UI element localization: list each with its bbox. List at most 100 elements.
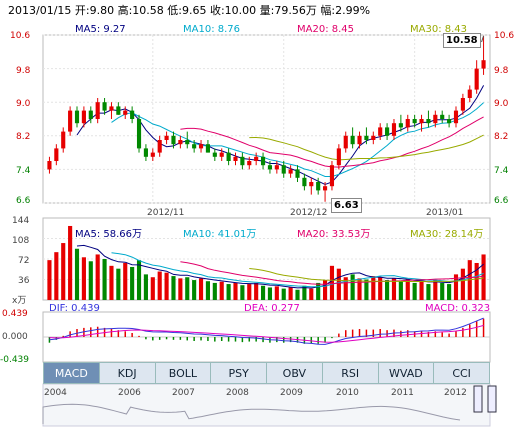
candle-body	[336, 148, 341, 166]
candle-body	[378, 127, 383, 136]
timeline-year: 2010	[336, 388, 359, 398]
volume-bar	[74, 248, 80, 300]
volume-bar	[226, 284, 231, 300]
dif-line	[49, 317, 484, 345]
volume-bar	[385, 280, 390, 300]
volume-bar	[274, 286, 279, 300]
volume-bar	[178, 278, 183, 300]
price-left-tick: 7.4	[16, 166, 31, 176]
candle-body	[240, 156, 245, 166]
price-right-tick: 9.8	[494, 66, 509, 76]
tab-rsi[interactable]: RSI	[322, 362, 379, 384]
candle-body	[226, 152, 231, 161]
candle-body	[123, 110, 128, 115]
timeline-year: 2009	[280, 388, 303, 398]
candle-body	[474, 68, 479, 90]
volume-bar	[405, 279, 410, 300]
candle-body	[68, 110, 73, 132]
candle-body	[260, 156, 266, 166]
date-tick: 2012/12	[290, 208, 328, 218]
volume-bar	[198, 278, 204, 300]
candle-body	[274, 165, 279, 170]
timeline-year: 2004	[44, 388, 67, 398]
vol-tick: 72	[18, 256, 30, 266]
volume-bar	[288, 287, 293, 300]
dif-label: DIF: 0.439	[49, 303, 100, 314]
price-ma5-line	[76, 85, 485, 186]
volume-bar	[150, 277, 155, 300]
tab-obv[interactable]: OBV	[267, 362, 323, 384]
price-panel-frame	[42, 34, 491, 204]
candle-body	[447, 119, 452, 124]
candle-body	[398, 123, 403, 128]
tab-wvad[interactable]: WVAD	[378, 362, 435, 384]
candle-body	[219, 152, 224, 157]
timeline-sparkline	[42, 403, 461, 424]
tab-macd[interactable]: MACD	[43, 362, 100, 384]
volume-bar	[95, 254, 100, 300]
price-ma30-line	[249, 134, 484, 161]
macd-tick: -0.439	[0, 355, 30, 365]
price-left-tick: 8.2	[16, 132, 31, 142]
high-pointer	[481, 35, 485, 43]
candle-body	[185, 140, 190, 145]
candle-body	[323, 186, 328, 191]
volume-bar	[88, 261, 93, 300]
volume-bar	[240, 285, 245, 300]
candle-body	[109, 106, 114, 111]
volume-bar	[281, 288, 286, 300]
volume-bar	[116, 268, 121, 300]
volume-bar	[171, 276, 176, 300]
tab-psy[interactable]: PSY	[211, 362, 267, 384]
price-ma10-label: MA10: 8.76	[183, 24, 241, 35]
candle-body	[329, 165, 335, 187]
volume-bar	[254, 282, 259, 300]
volume-bar	[102, 259, 107, 300]
volume-bar	[136, 260, 142, 300]
volume-bar	[68, 225, 73, 300]
volume-bar	[302, 285, 307, 300]
tab-cci[interactable]: CCI	[434, 362, 490, 384]
volume-bar	[157, 271, 162, 300]
volume-bar	[336, 268, 341, 300]
timeline-strip	[42, 383, 491, 427]
candle-body	[453, 110, 459, 124]
vol-unit: x万	[12, 296, 27, 306]
candle-body	[295, 169, 300, 178]
volume-bar	[447, 284, 452, 300]
candle-body	[157, 140, 162, 153]
macd-tick: 0.000	[2, 332, 28, 342]
volume-bar	[419, 281, 424, 300]
candle-body	[391, 123, 397, 136]
volume-bar	[47, 260, 52, 300]
candle-body	[198, 144, 204, 149]
candle-body	[460, 98, 465, 111]
volume-bar	[54, 252, 59, 300]
volume-bar	[433, 280, 438, 300]
candle-body	[136, 119, 142, 149]
price-left-tick: 10.6	[10, 31, 31, 41]
candle-body	[178, 140, 183, 145]
price-left-tick: 9.0	[16, 99, 31, 109]
volume-bar	[267, 287, 273, 300]
candle-body	[143, 148, 148, 157]
volume-bar	[109, 265, 114, 300]
timeline-year: 2007	[172, 388, 195, 398]
candle-body	[74, 110, 80, 124]
volume-bar	[391, 278, 397, 300]
candle-body	[357, 135, 362, 145]
price-right-tick: 7.4	[494, 166, 509, 176]
indicator-tabs: MACD KDJ BOLL PSY OBV RSI WVAD CCI	[43, 362, 490, 384]
tab-kdj[interactable]: KDJ	[99, 362, 156, 384]
candle-body	[267, 165, 273, 170]
candle-body	[54, 148, 59, 161]
tab-boll[interactable]: BOLL	[155, 362, 212, 384]
date-tick: 2013/01	[426, 208, 464, 218]
volume-bar	[426, 284, 431, 300]
volume-bar	[323, 280, 328, 300]
dea-label: DEA: 0.277	[244, 303, 300, 314]
candle-body	[309, 182, 314, 187]
dea-line	[49, 324, 484, 343]
candle-body	[233, 156, 238, 161]
